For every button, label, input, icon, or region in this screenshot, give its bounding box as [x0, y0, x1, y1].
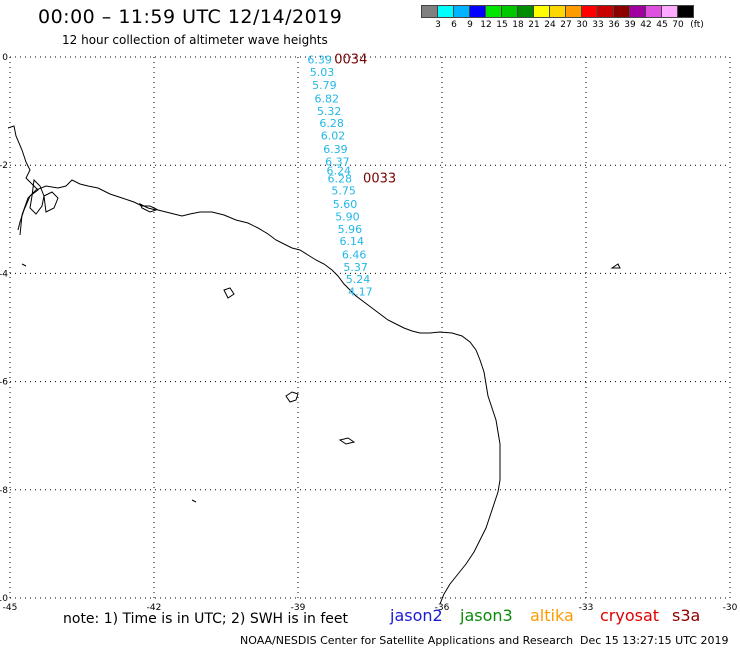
swh-value: 6.14: [340, 235, 365, 248]
swh-value: 5.32: [317, 105, 342, 118]
legend-tick-label: 3: [435, 20, 441, 30]
swh-value: 6.82: [315, 93, 340, 106]
island-small-1: [223, 287, 235, 299]
marajo-island: [29, 178, 45, 215]
y-tick-label: 0: [2, 53, 8, 63]
swh-value: 5.60: [333, 198, 358, 211]
brazil-coastline: [19, 179, 501, 605]
x-tick-label: -33: [579, 603, 594, 613]
legend-tick-label: 33: [592, 20, 604, 30]
legend-tick-label: 45: [656, 20, 668, 30]
legend-tick-label: 27: [560, 20, 572, 30]
swh-value: 6.02: [321, 129, 346, 142]
y-tick-label: -6: [0, 378, 8, 388]
map-axis-labels: -45 -42 -39 -36 -33 -30 0 -2 -4 -6 -8 -10: [0, 53, 738, 613]
island-small-5: [191, 499, 197, 503]
legend-tick-label: 30: [576, 20, 588, 30]
swh-value: 5.24: [346, 273, 371, 286]
satellite-label-s3a: s3a: [672, 606, 701, 625]
satellite-label-jason2: jason2: [390, 606, 443, 625]
y-tick-label: -4: [0, 269, 8, 279]
swh-value: 6.39: [307, 54, 332, 67]
legend-tick-label: 15: [496, 20, 508, 30]
swh-value: 5.75: [331, 185, 356, 198]
swh-value: 5.96: [338, 223, 363, 236]
x-tick-label: -36: [435, 603, 450, 613]
page-title: 00:00 – 11:59 UTC 12/14/2019: [38, 6, 343, 28]
swh-value: 6.37: [325, 155, 350, 168]
legend-tick-label: 36: [608, 20, 620, 30]
swh-value: 6.46: [342, 248, 367, 261]
legend-swatches: [421, 5, 694, 18]
x-tick-label: -42: [147, 603, 162, 613]
x-tick-label: -39: [291, 603, 306, 613]
legend-tick-label: 9: [467, 20, 473, 30]
legend-tick-label: 18: [512, 20, 524, 30]
coastline: [7, 125, 621, 605]
maranhao-inlet: [7, 125, 39, 231]
legend-tick-label: 21: [528, 20, 540, 30]
swh-value: 4.17: [348, 285, 373, 298]
swh-value: 6.39: [323, 143, 348, 156]
map-grid: [9, 56, 731, 599]
legend-unit: (ft): [690, 20, 704, 30]
legend-tick-label: 70: [672, 20, 684, 30]
y-tick-label: -2: [0, 161, 8, 171]
island-small-6: [21, 263, 27, 267]
swh-observations: 6.395.035.796.825.326.286.026.396.376.24…: [307, 54, 372, 299]
pass-time-label: 0033: [363, 172, 396, 187]
swh-value: 5.03: [310, 66, 335, 79]
legend-ticks: 3 6 9 12 15 18 21 24 27 30 33 36 39 42 45 70 (ft): [421, 20, 704, 32]
pass-time-labels: 0034 0033: [334, 53, 396, 187]
legend-swatch: [677, 5, 694, 18]
legend-tick-label: 6: [451, 20, 457, 30]
island-small-4: [610, 263, 621, 269]
satellite-label-jason3: jason3: [460, 606, 513, 625]
page-subtitle: 12 hour collection of altimeter wave hei…: [62, 33, 328, 47]
swh-value: 6.28: [319, 117, 344, 130]
swh-value: 5.79: [312, 79, 337, 92]
x-tick-label: -30: [723, 603, 738, 613]
swh-value: 6.28: [328, 173, 353, 186]
island-small-3: [338, 437, 356, 445]
coast-bay-1: [138, 202, 158, 213]
bay-islands: [43, 191, 59, 213]
color-legend: 3 6 9 12 15 18 21 24 27 30 33 36 39 42 45 70 (ft): [421, 5, 704, 32]
credit-timestamp: Dec 15 13:27:15 UTC 2019: [580, 634, 729, 647]
swh-value: 5.90: [335, 211, 360, 224]
legend-tick-label: 24: [544, 20, 556, 30]
y-tick-label: -8: [0, 486, 8, 496]
x-tick-label: -45: [3, 603, 18, 613]
legend-tick-label: 42: [640, 20, 652, 30]
footer-note: note: 1) Time is in UTC; 2) SWH is in fe…: [63, 611, 349, 627]
satellite-label-cryosat: cryosat: [600, 606, 660, 625]
y-tick-label: -10: [0, 594, 8, 604]
pass-time-label: 0034: [334, 53, 367, 68]
legend-tick-label: 39: [624, 20, 636, 30]
credit-text: NOAA/NESDIS Center for Satellite Applica…: [240, 634, 574, 647]
legend-tick-label: 12: [480, 20, 492, 30]
satellite-label-altika: altika: [530, 606, 574, 625]
island-small-2: [285, 391, 299, 403]
swh-value: 6.24: [327, 165, 352, 178]
swh-value: 5.37: [343, 261, 368, 274]
